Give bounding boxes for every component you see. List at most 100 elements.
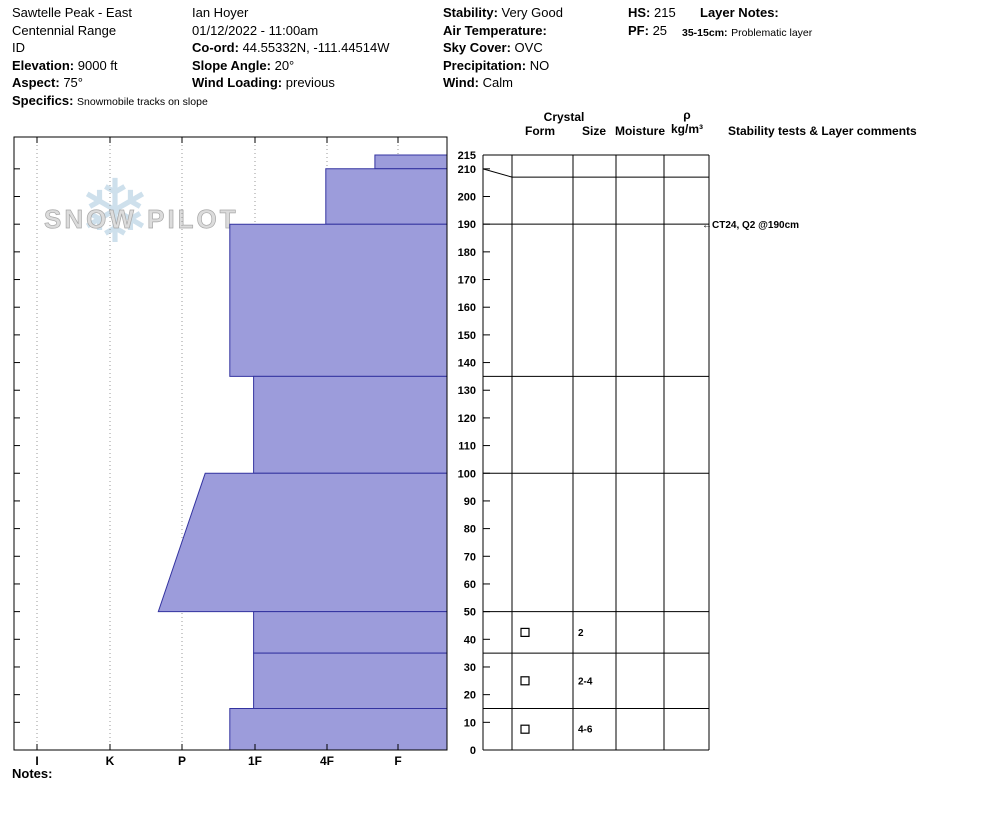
hs-label: HS: (628, 5, 651, 20)
stability-test-annotation: ←CT24, Q2 @190cm (702, 220, 799, 231)
slope-angle-label: Slope Angle: (192, 57, 271, 73)
hs-line: HS: 215 (628, 4, 676, 22)
stability-line: Stability: Very Good (443, 4, 563, 22)
precipitation-label: Precipitation: (443, 57, 527, 73)
aspect-value: 75° (63, 75, 83, 90)
crystal-size-value: 2-4 (578, 676, 593, 687)
elevation-value: 9000 ft (77, 57, 118, 73)
crystal-form-icon (520, 627, 530, 638)
moisture-header: Moisture (615, 124, 665, 138)
air-temp-label: Air Temperature: (443, 22, 547, 38)
hardness-label: P (178, 754, 186, 768)
depth-label: 215 (458, 150, 476, 162)
snow-layer (325, 168, 448, 225)
chart-border (13, 136, 448, 751)
observer-block: Ian Hoyer 01/12/2022 - 11:00am Co-ord: 4… (192, 4, 390, 92)
snow-layer (253, 375, 448, 474)
snow-layer (157, 472, 448, 613)
wind-label: Wind: (443, 75, 479, 90)
air-temp-line: Air Temperature: (443, 22, 563, 40)
pf-value: 25 (652, 22, 668, 38)
depth-label: 50 (464, 607, 476, 619)
stability-label: Stability: (443, 5, 498, 20)
sky-cover-line: Sky Cover: OVC (443, 39, 563, 57)
layer-notes-title: Layer Notes: (700, 4, 779, 22)
depth-label: 0 (470, 745, 476, 757)
depth-label: 140 (458, 358, 476, 370)
hs-value: 215 (654, 5, 676, 20)
watermark-text: SNOW PILOT (44, 204, 239, 234)
form-header: Form (525, 124, 555, 138)
density-unit-header: kg/m³ (671, 122, 703, 136)
specifics-line: Specifics: Snowmobile tracks on slope (12, 92, 208, 112)
snow-layer (229, 223, 448, 377)
site-name: Sawtelle Peak - East (12, 5, 132, 20)
wind-line: Wind: Calm (443, 74, 563, 92)
depth-label: 110 (458, 441, 476, 453)
snow-layer (229, 708, 448, 751)
hardness-label: 1F (248, 754, 262, 768)
depth-label: 80 (464, 524, 476, 536)
sky-cover-label: Sky Cover: (443, 40, 511, 55)
depth-label: 170 (458, 275, 476, 287)
pf-label: PF: (628, 22, 649, 38)
snow-layer (253, 611, 448, 654)
wind-loading-line: Wind Loading: previous (192, 74, 390, 92)
pf-line: PF: 25 (628, 22, 676, 40)
crystal-size-value: 2 (578, 628, 584, 639)
crystal-form-icon (520, 676, 530, 686)
depth-label: 210 (458, 164, 476, 176)
snow-totals-block: HS: 215 PF: 25 (628, 4, 676, 39)
hardness-label: I (35, 754, 38, 768)
layer-boundary-leader (482, 168, 513, 178)
slope-angle-value: 20° (274, 57, 295, 73)
coord-line: Co-ord: 44.55332N, -111.44514W (192, 39, 390, 57)
depth-label: 10 (464, 717, 476, 729)
depth-label: 130 (458, 385, 476, 397)
hardness-label: 4F (320, 754, 334, 768)
hardness-label: F (394, 754, 401, 768)
depth-label: 20 (464, 690, 476, 702)
elevation-label: Elevation: (12, 57, 75, 73)
watermark-snowflake-icon: ❄ (78, 162, 152, 261)
specifics-value: Snowmobile tracks on slope (77, 95, 208, 108)
hardness-label: K (106, 754, 115, 768)
depth-label: 100 (458, 468, 476, 480)
coord-label: Co-ord: (192, 40, 239, 55)
depth-label: 40 (464, 634, 476, 646)
comments-header: Stability tests & Layer comments (728, 124, 917, 138)
size-header: Size (582, 124, 606, 138)
state-name: ID (12, 40, 25, 55)
precipitation-value: NO (529, 57, 550, 73)
layer-note-text: Problematic layer (731, 27, 813, 39)
aspect-label: Aspect: (12, 75, 60, 90)
elevation-line: Elevation: 9000 ft (12, 57, 208, 75)
coord-value: 44.55332N, -111.44514W (242, 40, 390, 55)
depth-label: 180 (458, 247, 476, 259)
depth-label: 150 (458, 330, 476, 342)
depth-label: 120 (458, 413, 476, 425)
density-symbol-header: ρ (683, 108, 690, 122)
conditions-block: Stability: Very Good Air Temperature: Sk… (443, 4, 563, 92)
notes-label: Notes: (12, 766, 53, 781)
crystal-header: Crystal (544, 110, 585, 124)
wind-value: Calm (482, 75, 513, 90)
depth-label: 70 (464, 551, 476, 563)
specifics-label: Specifics: (12, 92, 74, 108)
stability-value: Very Good (501, 5, 563, 20)
location-block: Sawtelle Peak - East Centennial Range ID… (12, 4, 208, 111)
layer-note-depth: 35-15cm: (682, 27, 728, 39)
wind-loading-label: Wind Loading: (192, 75, 283, 90)
crystal-form-icon (520, 724, 530, 734)
snow-layer (374, 154, 448, 170)
snow-layer (253, 652, 448, 709)
wind-loading-value: previous (285, 75, 335, 90)
depth-label: 30 (464, 662, 476, 674)
crystal-size-value: 4-6 (578, 725, 593, 736)
sky-cover-value: OVC (514, 40, 543, 55)
range-name: Centennial Range (12, 22, 117, 38)
layer-notes-block: 35-15cm: Problematic layer (682, 23, 812, 43)
depth-label: 90 (464, 496, 476, 508)
